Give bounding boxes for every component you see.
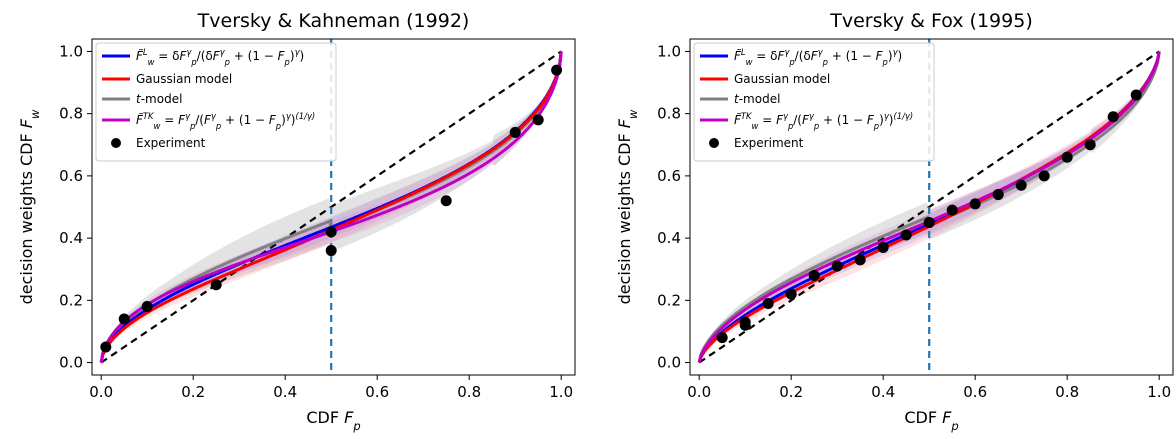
- experiment-point: [440, 195, 452, 207]
- legend-label-experiment: Experiment: [136, 136, 206, 150]
- experiment-point: [509, 126, 521, 138]
- legend-label-tk: F̃TKw = Fγp/(Fγp + (1 − Fp)γ)(1/γ): [734, 111, 913, 131]
- x-tick-label: 1.0: [1147, 383, 1171, 401]
- legend: F̃Lw = δFγp/(δFγp + (1 − Fp)γ) Gaussian m…: [693, 42, 935, 162]
- experiment-point: [118, 313, 130, 325]
- experiment-point: [946, 204, 958, 216]
- legend-label-linlog: F̃Lw = δFγp/(δFγp + (1 − Fp)γ): [734, 47, 902, 67]
- experiment-point: [1038, 170, 1050, 182]
- experiment-point: [762, 297, 774, 309]
- experiment-point: [210, 279, 222, 291]
- legend-label-gaussian: Gaussian model: [136, 72, 232, 86]
- experiment-point: [141, 301, 153, 313]
- experiment-point: [716, 332, 728, 344]
- x-tick-label: 0.8: [1055, 383, 1079, 401]
- legend-swatch: [709, 138, 719, 148]
- experiment-point: [785, 288, 797, 300]
- axes-frame: [91, 38, 576, 376]
- chart-panel-tf1995: Tversky & Fox (1995) 0.0 0.0 0.2 0.2 0.4 0.4 0.…: [615, 10, 1174, 433]
- x-tick-label: 0.4: [871, 383, 895, 401]
- chart-title: Tversky & Fox (1995): [829, 10, 1032, 32]
- y-tick-label: 1.0: [657, 42, 681, 60]
- legend-swatch: [111, 138, 121, 148]
- x-axis-label: CDF Fp: [306, 408, 360, 433]
- plot-area: [697, 39, 1161, 375]
- legend-label-tk: F̃TKw = Fγp/(Fγp + (1 − Fp)γ)(1/γ): [136, 111, 315, 131]
- legend-box: [693, 42, 935, 162]
- x-tick-label: 0.8: [457, 383, 481, 401]
- legend-label-linlog: F̃Lw = δFγp/(δFγp + (1 − Fp)γ): [136, 47, 304, 67]
- x-axis-label: CDF Fp: [904, 408, 958, 433]
- experiment-point: [900, 229, 912, 241]
- experiment-point: [532, 114, 544, 126]
- y-tick-label: 0.8: [59, 105, 83, 123]
- legend-box: [95, 42, 337, 162]
- axes-frame: [689, 38, 1174, 376]
- y-axis-label: decision weights CDF Fw: [17, 109, 42, 304]
- experiment-point: [1061, 151, 1073, 163]
- legend-label-gaussian: Gaussian model: [734, 72, 830, 86]
- experiment-point: [739, 316, 751, 328]
- y-tick-label: 0.2: [59, 291, 83, 309]
- x-tick-label: 1.0: [549, 383, 573, 401]
- y-axis-label: decision weights CDF Fw: [615, 109, 640, 304]
- legend-label-t-model: t-model: [734, 92, 780, 106]
- legend-label-experiment: Experiment: [734, 136, 804, 150]
- legend: F̃Lw = δFγp/(δFγp + (1 − Fp)γ) Gaussian m…: [95, 42, 337, 162]
- y-tick-label: 0.0: [657, 354, 681, 372]
- experiment-point: [877, 241, 889, 253]
- experiment-point: [1130, 89, 1142, 101]
- experiment-point: [325, 245, 337, 257]
- plot-area: [99, 39, 563, 375]
- experiment-point: [854, 254, 866, 266]
- experiment-point: [831, 260, 843, 272]
- chart-panel-tk1992: Tversky & Kahneman (1992) 0.0 0.0 0.2 0.2 0.4…: [17, 10, 576, 433]
- experiment-point: [992, 189, 1004, 201]
- legend-label-t-model: t-model: [136, 92, 182, 106]
- x-tick-label: 0.6: [365, 383, 389, 401]
- x-tick-label: 0.4: [273, 383, 297, 401]
- experiment-point: [1107, 111, 1119, 123]
- chart-title: Tversky & Kahneman (1992): [197, 10, 470, 32]
- experiment-point: [1015, 179, 1027, 191]
- y-tick-label: 0.4: [657, 229, 681, 247]
- experiment-point: [923, 217, 935, 229]
- x-tick-label: 0.0: [89, 383, 113, 401]
- experiment-point: [808, 269, 820, 281]
- experiment-point: [969, 198, 981, 210]
- x-tick-label: 0.2: [181, 383, 205, 401]
- y-tick-label: 1.0: [59, 42, 83, 60]
- experiment-point: [325, 226, 337, 238]
- y-tick-label: 0.0: [59, 354, 83, 372]
- experiment-point: [1084, 139, 1096, 151]
- y-tick-label: 0.4: [59, 229, 83, 247]
- experiment-point: [551, 64, 563, 76]
- y-tick-label: 0.8: [657, 105, 681, 123]
- x-tick-label: 0.0: [687, 383, 711, 401]
- x-tick-label: 0.6: [963, 383, 987, 401]
- y-tick-label: 0.6: [59, 167, 83, 185]
- y-tick-label: 0.6: [657, 167, 681, 185]
- y-tick-label: 0.2: [657, 291, 681, 309]
- experiment-point: [100, 341, 112, 353]
- x-tick-label: 0.2: [779, 383, 803, 401]
